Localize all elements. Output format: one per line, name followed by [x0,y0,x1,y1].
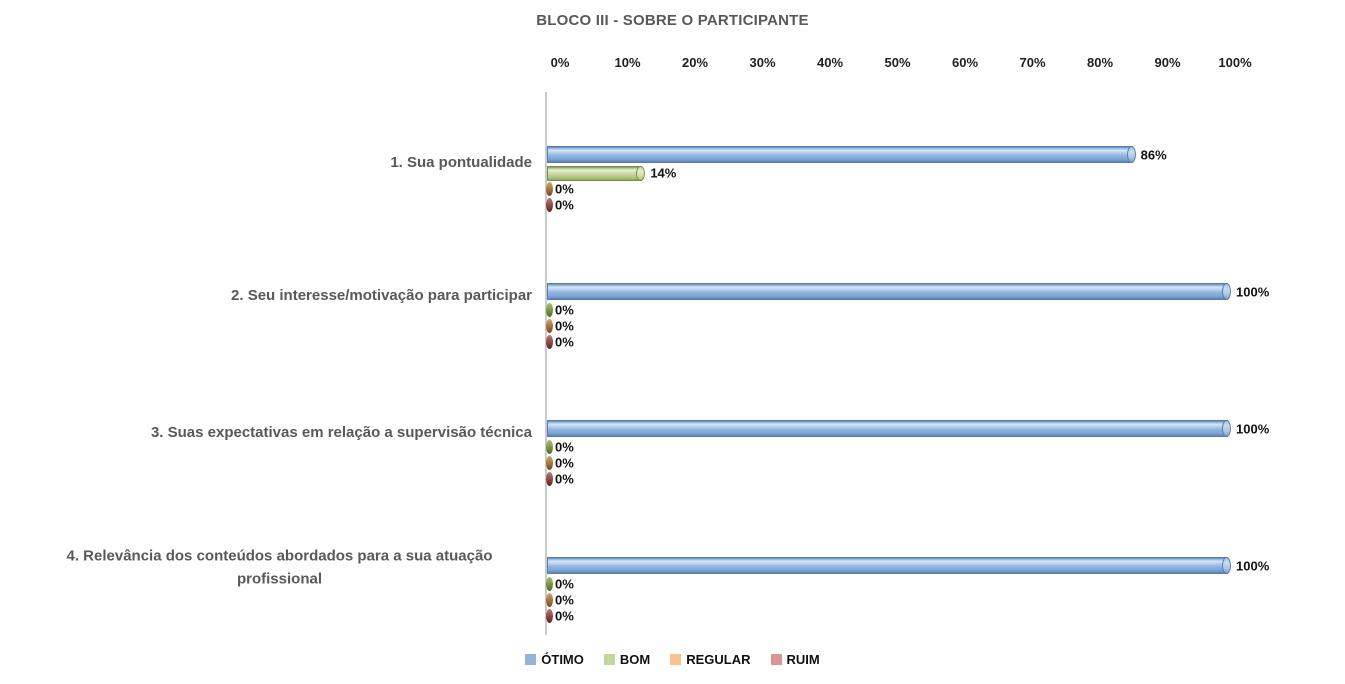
x-tick-label: 80% [1086,55,1114,70]
bar-value-label: 0% [555,608,574,623]
bar-bom-cat1 [547,165,646,181]
x-tick-label: 60% [951,55,979,70]
x-tick-label: 40% [816,55,844,70]
bar-value-label: 100% [1236,421,1270,436]
legend-swatch-icon [525,654,537,665]
bar-value-label: 0% [555,318,574,334]
bar-value-label: 0% [555,334,574,349]
bar-end-cap [1222,283,1231,300]
x-tick-label: 90% [1154,55,1181,70]
legend-swatch-icon [770,654,782,665]
bar-value-label: 14% [650,165,677,181]
legend-item-regular: REGULAR [670,652,751,667]
bar-value-label: 0% [555,471,574,486]
legend-swatch-icon [603,654,615,665]
category-label-text: 4. Relevância dos conteúdos abordados pa… [66,547,493,588]
chart-title: BLOCO III - SOBRE O PARTICIPANTE [536,12,809,29]
legend-item-bom: BOM [603,652,651,667]
x-tick-label: 70% [1019,55,1046,70]
zero-bar-ruim-cat2 [546,334,553,349]
category-label-text: 2. Seu interesse/motivação para particip… [231,286,532,304]
bar-ótimo-cat3 [547,420,1231,437]
x-tick-label: 0% [550,55,570,70]
bar-value-label: 0% [555,576,574,592]
zero-bar-regular-cat2 [546,319,553,333]
bar-value-label: 0% [555,181,574,197]
legend-label: ÓTIMO [541,652,584,667]
zero-bar-bom-cat2 [546,302,553,317]
zero-bar-regular-cat4 [546,593,553,607]
zero-bar-regular-cat1 [546,182,553,196]
bar-end-cap [1126,146,1136,163]
x-tick-label: 20% [681,55,709,70]
category-label: 1. Sua pontualidade [0,152,532,175]
category-label: 3. Suas expectativas em relação a superv… [0,422,532,445]
bar-value-label: 0% [555,592,574,608]
category-label-text: 1. Sua pontualidade [390,153,532,171]
bar-value-label: 100% [1236,558,1270,573]
bar-ótimo-cat4 [547,557,1231,574]
bar-ótimo-cat1 [547,146,1136,163]
x-tick-label: 50% [884,55,911,70]
bar-value-label: 100% [1236,284,1270,299]
zero-bar-bom-cat4 [546,576,553,591]
zero-bar-regular-cat3 [546,456,553,470]
category-label-text: 3. Suas expectativas em relação a superv… [150,423,532,441]
category-label: 2. Seu interesse/motivação para particip… [0,285,532,308]
bar-value-label: 86% [1140,147,1167,162]
x-tick-label: 100% [1218,55,1252,70]
category-label: 4. Relevância dos conteúdos abordados pa… [0,546,532,591]
zero-bar-bom-cat3 [546,439,553,454]
bar-end-cap [1222,557,1231,574]
bar-value-label: 0% [555,455,574,471]
bar-value-label: 0% [555,302,574,318]
bar-end-cap [636,165,646,181]
bar-ótimo-cat2 [547,283,1231,300]
legend: ÓTIMO BOM REGULAR RUIM [0,652,1345,667]
legend-label: BOM [619,652,651,667]
zero-bar-ruim-cat3 [546,471,553,486]
legend-label: REGULAR [686,652,751,667]
legend-item-ruim: RUIM [770,652,820,667]
legend-swatch-icon [670,654,682,665]
x-tick-label: 10% [614,55,641,70]
bar-end-cap [1222,420,1231,437]
bar-value-label: 0% [555,439,574,455]
legend-item-ótimo: ÓTIMO [525,652,584,667]
bar-value-label: 0% [555,197,574,212]
y-axis-line [545,92,547,635]
zero-bar-ruim-cat1 [546,197,553,212]
x-tick-label: 30% [749,55,776,70]
zero-bar-ruim-cat4 [546,608,553,623]
legend-label: RUIM [786,652,820,667]
